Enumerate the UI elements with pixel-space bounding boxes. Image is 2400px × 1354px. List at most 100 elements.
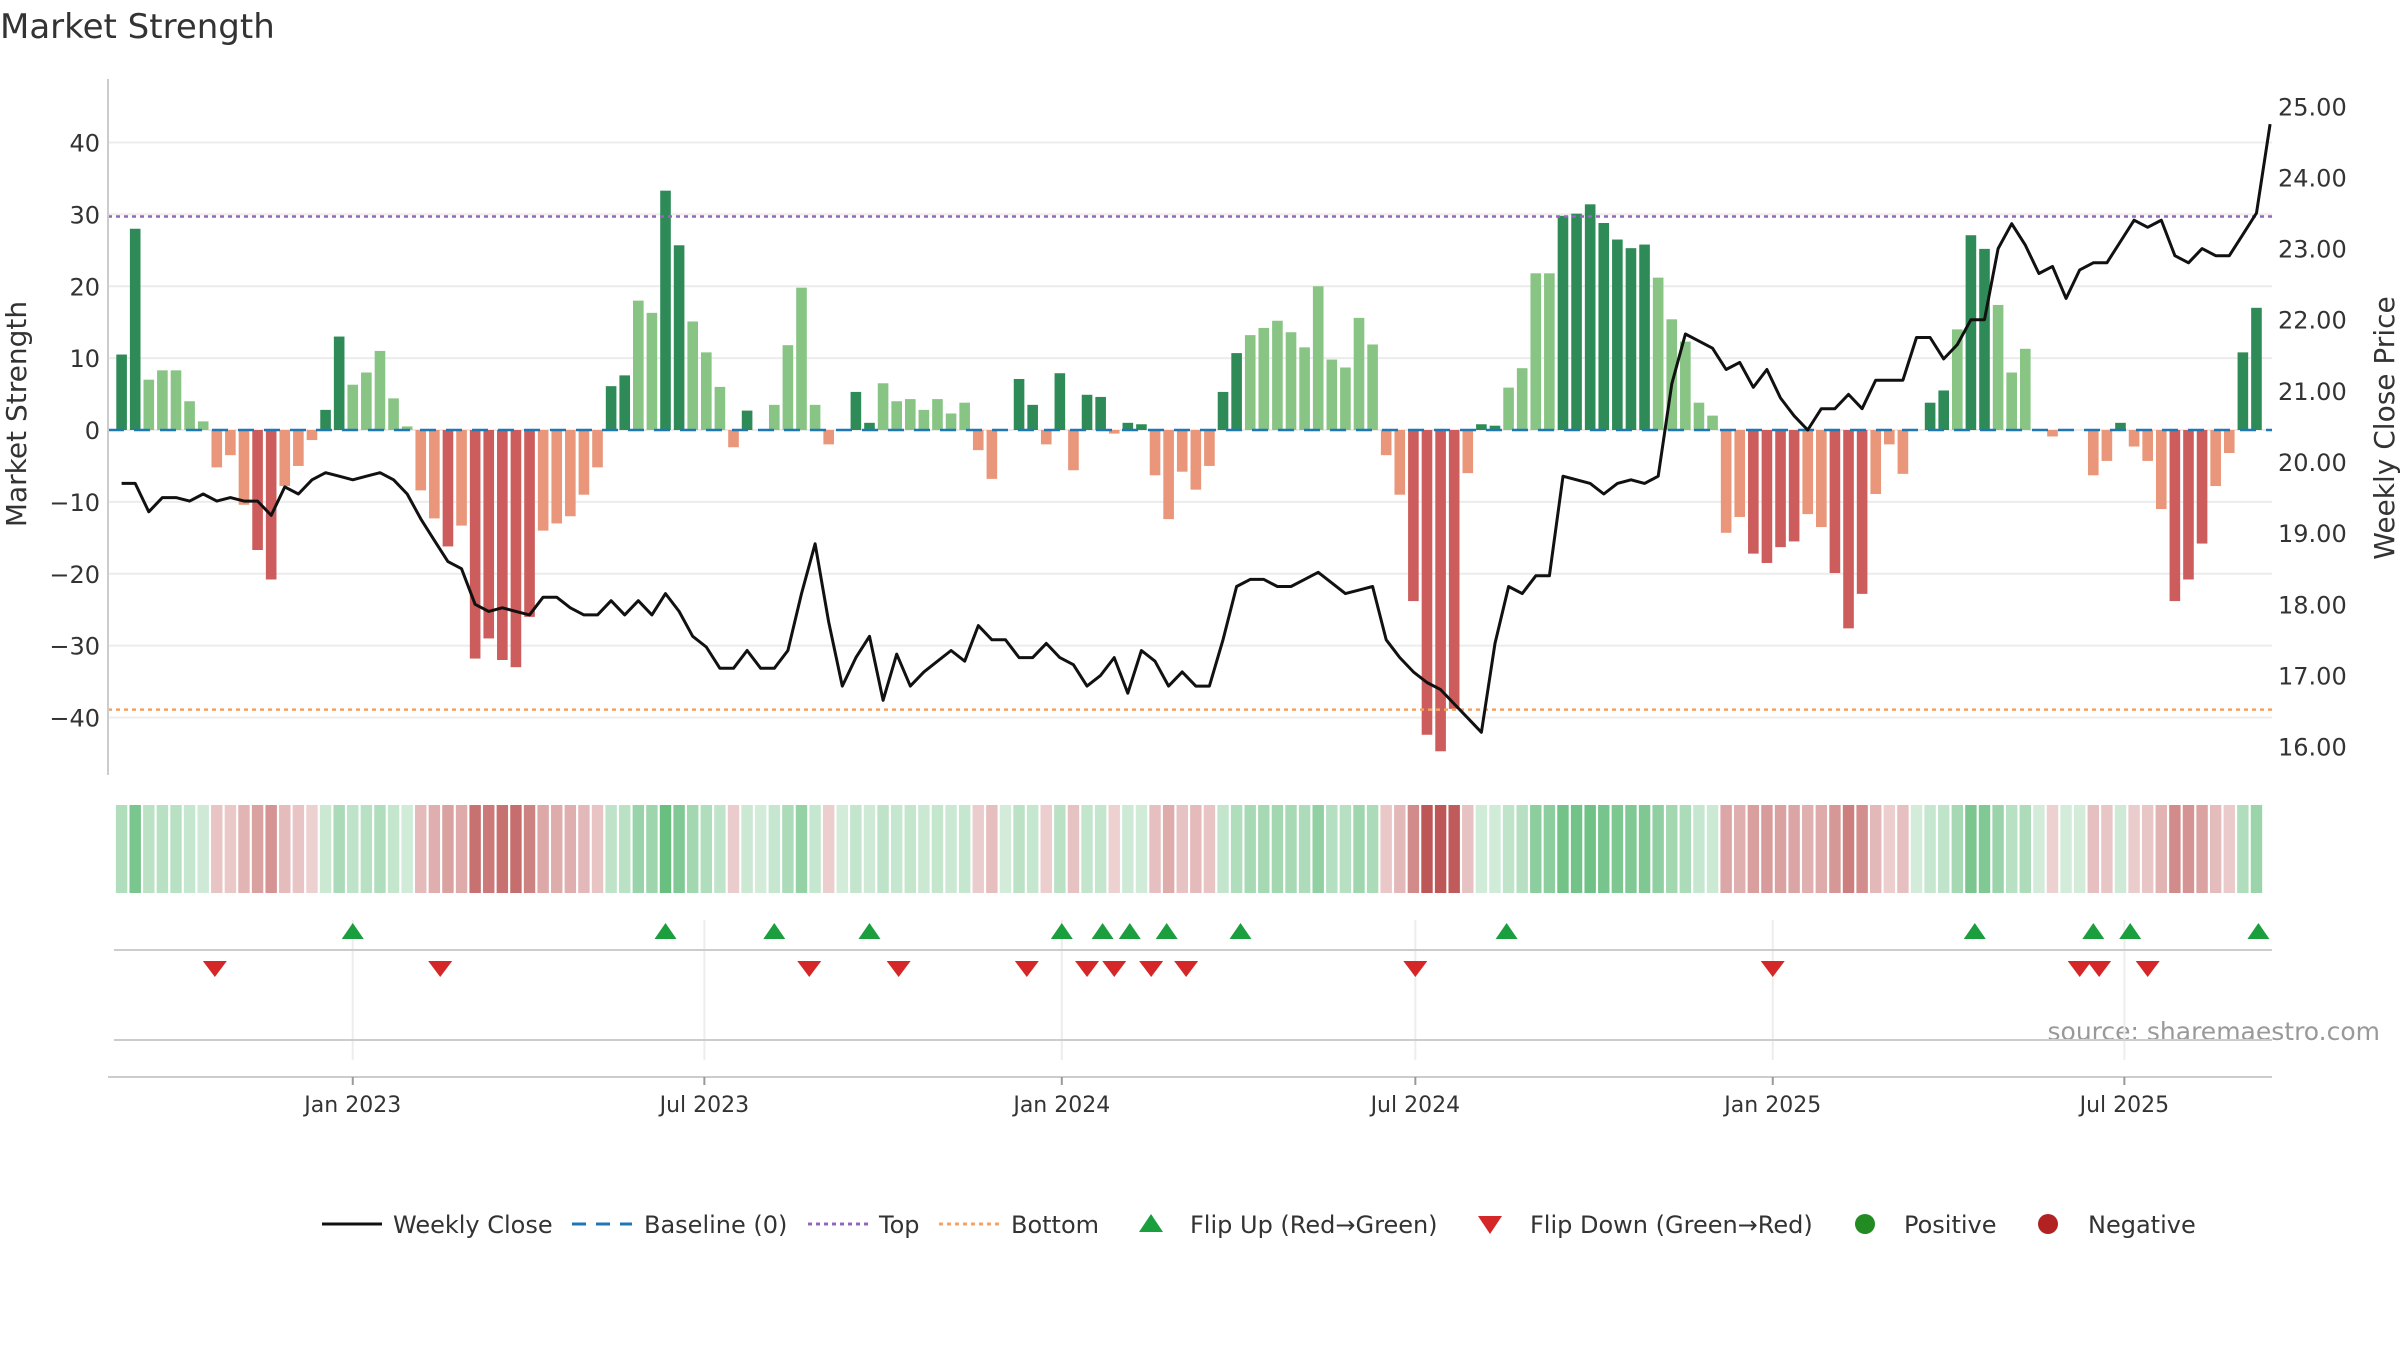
regime-cell [129, 805, 141, 893]
strength-bar [673, 245, 685, 430]
regime-cell [1693, 805, 1705, 893]
strength-bar [1340, 367, 1351, 430]
strength-bar [1122, 422, 1134, 430]
regime-cell [2196, 805, 2208, 893]
y2-tick-label: 24.00 [2278, 164, 2347, 192]
strength-bar [320, 409, 331, 430]
regime-cell [1013, 805, 1025, 893]
regime-cell [1462, 805, 1474, 893]
regime-cell [904, 805, 916, 893]
regime-cell [2005, 805, 2018, 893]
strength-bar [945, 413, 957, 430]
regime-cell [958, 805, 971, 893]
regime-cell [374, 805, 386, 893]
regime-cell [686, 805, 699, 893]
regime-cell [1965, 805, 1977, 893]
regime-cell [428, 805, 441, 893]
strength-bar [347, 384, 359, 430]
strength-bar [1775, 430, 1786, 548]
strength-bar [497, 430, 508, 660]
regime-cell [714, 805, 726, 893]
flip-up-marker [1155, 923, 1178, 939]
regime-cell [1530, 805, 1542, 893]
regime-cell [1502, 805, 1515, 893]
strength-bar [238, 430, 250, 505]
strength-bar [605, 386, 617, 430]
strength-bar [1258, 327, 1270, 430]
regime-cell [1108, 805, 1120, 893]
strength-bar [2237, 352, 2249, 430]
strength-bar [1190, 430, 1202, 490]
strength-bar [1312, 286, 1324, 430]
strength-bar [714, 386, 726, 430]
x-tick-label: Jul 2025 [2078, 1093, 2170, 1118]
regime-cell [877, 805, 889, 893]
regime-cell [850, 805, 862, 893]
strength-bar [1720, 430, 1732, 533]
strength-bar [850, 391, 862, 430]
flip-up-marker [2082, 923, 2105, 939]
strength-bar [1979, 248, 1990, 430]
strength-bar [796, 287, 807, 430]
regime-cell [2182, 805, 2195, 893]
y-tick-label: −40 [49, 705, 100, 733]
regime-cell [2128, 805, 2140, 893]
strength-bar [1108, 430, 1120, 434]
strength-bar [184, 401, 195, 430]
regime-cell [183, 805, 196, 893]
regime-cell [1285, 805, 1297, 893]
strength-bar [932, 399, 943, 430]
regime-cell [442, 805, 454, 893]
legend-dot-icon [1855, 1214, 1875, 1234]
strength-bar [2251, 307, 2262, 430]
y-tick-label: 20 [69, 273, 100, 301]
regime-cell [1122, 805, 1134, 893]
strength-bar [728, 430, 739, 448]
strength-bar [1965, 235, 1977, 430]
flip-up-marker [2247, 923, 2270, 939]
x-tick-label: Jan 2023 [302, 1093, 401, 1118]
regime-cell [918, 805, 930, 893]
regime-cell [1176, 805, 1188, 893]
strength-bar [524, 430, 535, 617]
regime-cell [1788, 805, 1800, 893]
strength-bar [2019, 348, 2031, 430]
strength-bar [143, 379, 155, 430]
y2-tick-label: 18.00 [2278, 591, 2347, 619]
regime-cell [1040, 805, 1052, 893]
strength-bar [1448, 430, 1460, 709]
y-tick-label: 30 [69, 201, 100, 229]
regime-cell [333, 805, 345, 893]
regime-cell [1230, 805, 1243, 893]
regime-cell [1407, 805, 1420, 893]
strength-bar [1639, 244, 1650, 430]
strength-bar [1829, 430, 1841, 574]
regime-cell [2033, 805, 2045, 893]
regime-cell [1312, 805, 1324, 893]
strength-bar [279, 430, 291, 487]
y2-tick-label: 19.00 [2278, 520, 2347, 548]
regime-cell [265, 805, 277, 893]
regime-cell [306, 805, 318, 893]
legend-label: Positive [1904, 1211, 1997, 1239]
strength-bar [1897, 430, 1909, 474]
strength-bar [1176, 430, 1188, 472]
legend-label: Flip Up (Red→Green) [1190, 1211, 1438, 1239]
regime-cell [605, 805, 617, 893]
strength-bar [1244, 335, 1256, 430]
strength-bars [116, 190, 2262, 752]
strength-bar [1557, 215, 1569, 430]
regime-cell [1870, 805, 1882, 893]
regime-cell [1666, 805, 1678, 893]
flip-up-marker [341, 923, 364, 939]
y-tick-label: −10 [49, 489, 100, 517]
regime-cell [741, 805, 753, 893]
regime-cell [1897, 805, 1909, 893]
regime-cell [1598, 805, 1610, 893]
regime-cell [1244, 805, 1256, 893]
regime-cell [1026, 805, 1039, 893]
regime-cell [1258, 805, 1270, 893]
regime-cell [632, 805, 645, 893]
chart-title: Market Strength [0, 7, 275, 47]
strength-bar [293, 430, 304, 466]
